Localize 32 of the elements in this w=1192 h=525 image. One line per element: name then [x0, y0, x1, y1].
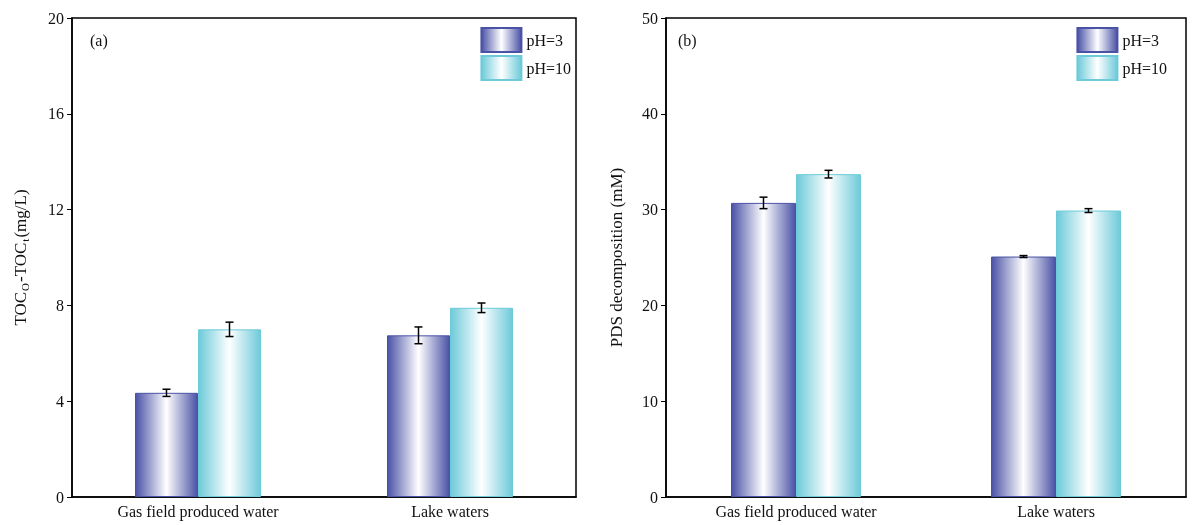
y-axis-title: PDS decomposition (mM): [606, 167, 626, 348]
legend-label: pH=3: [526, 31, 563, 50]
y-tick-label: 30: [642, 201, 658, 219]
bar: [450, 307, 513, 497]
y-axis-title: TOCO-TOCt(mg/L): [10, 189, 31, 326]
y-tick-label: 12: [48, 201, 64, 219]
y-tick-label: 0: [650, 488, 658, 506]
y-tick-label: 8: [56, 296, 64, 314]
legend-label: pH=10: [1122, 59, 1167, 78]
y-tick-label: 40: [642, 105, 658, 123]
x-tick-label: Lake waters: [411, 502, 489, 520]
y-tick-label: 0: [56, 488, 64, 506]
y-tick-label: 10: [642, 392, 658, 410]
y-tick-label: 16: [48, 105, 64, 123]
bar: [796, 174, 861, 497]
bar: [135, 392, 198, 497]
legend-label: pH=10: [526, 59, 571, 78]
y-tick-label: 4: [56, 392, 64, 410]
bar: [198, 329, 261, 497]
annotation: (a): [90, 31, 108, 50]
x-tick-label: Gas field produced water: [715, 502, 878, 521]
y-tick-label: 20: [48, 9, 64, 27]
annotation: (b): [678, 31, 697, 50]
y-tick-label: 20: [642, 296, 658, 314]
bar: [731, 202, 796, 497]
bar: [387, 335, 450, 497]
legend-label: pH=3: [1122, 31, 1159, 50]
y-tick-label: 50: [642, 9, 658, 27]
x-tick-label: Gas field produced water: [117, 502, 280, 521]
x-tick-label: Lake waters: [1017, 502, 1095, 520]
bar: [1056, 210, 1121, 497]
bar: [991, 256, 1056, 497]
